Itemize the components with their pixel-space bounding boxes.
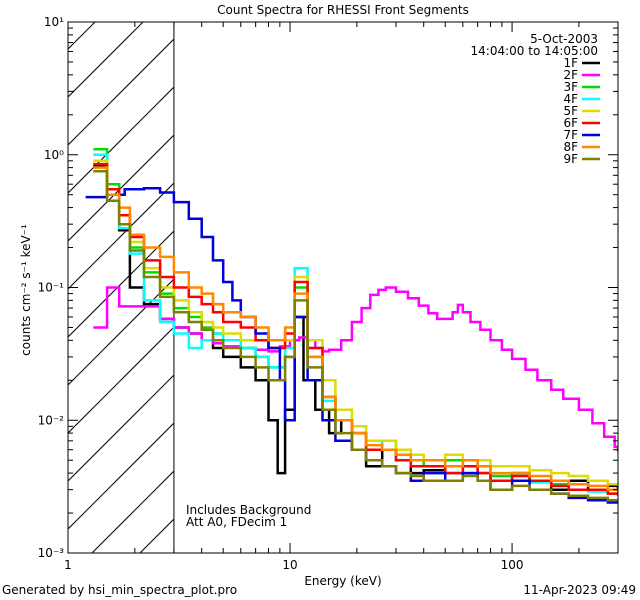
series-line-6F bbox=[93, 162, 618, 496]
series-line-9F bbox=[93, 170, 618, 502]
legend-label-8F: 8F bbox=[563, 140, 578, 154]
hatch-line bbox=[68, 422, 174, 530]
y-tick-label: 10⁻¹ bbox=[38, 281, 65, 295]
hatch-line bbox=[620, 0, 640, 553]
generated-by-footer: Generated by hsi_min_spectra_plot.pro bbox=[2, 583, 237, 597]
hatch-line bbox=[332, 0, 640, 553]
time-range-annotation: 14:04:00 to 14:05:00 bbox=[471, 44, 598, 58]
timestamp-footer: 11-Apr-2023 09:49 bbox=[523, 583, 636, 597]
hatch-line bbox=[476, 0, 640, 553]
hatch-line bbox=[572, 0, 640, 553]
hatch-lines bbox=[0, 0, 640, 553]
date-annotation: 5-Oct-2003 bbox=[530, 32, 598, 46]
hatch-line bbox=[68, 22, 144, 98]
plot-frame bbox=[67, 21, 619, 554]
y-tick-label: 10⁻² bbox=[38, 413, 65, 427]
legend-label-9F: 9F bbox=[563, 152, 578, 166]
legend-label-6F: 6F bbox=[563, 116, 578, 130]
hatch-line bbox=[68, 230, 174, 338]
chart-title: Count Spectra for RHESSI Front Segments bbox=[217, 3, 469, 17]
x-tick-label: 1 bbox=[64, 558, 72, 572]
series-lines bbox=[85, 148, 618, 504]
axis-tick-labels: 1 10 100 10⁻³ 10⁻² 10⁻¹ 10⁰ 10¹ bbox=[38, 15, 524, 572]
y-tick-label: 10⁻³ bbox=[38, 546, 65, 560]
legend-label-5F: 5F bbox=[563, 104, 578, 118]
y-tick-label: 10⁰ bbox=[44, 148, 64, 162]
hatch-line bbox=[0, 0, 116, 553]
x-tick-label: 100 bbox=[501, 558, 524, 572]
hatch-line bbox=[68, 38, 174, 146]
hatch-line bbox=[68, 182, 174, 290]
axis-ticks bbox=[67, 21, 619, 554]
y-tick-label: 10¹ bbox=[44, 15, 64, 29]
hatch-line bbox=[380, 0, 640, 553]
legend-label-3F: 3F bbox=[563, 80, 578, 94]
series-line-7F bbox=[85, 186, 618, 504]
legend-label-7F: 7F bbox=[563, 128, 578, 142]
hatch-line bbox=[68, 374, 174, 482]
series-line-2F bbox=[93, 286, 618, 452]
hatch-line bbox=[0, 0, 68, 553]
y-axis-label: counts cm⁻² s⁻¹ keV⁻¹ bbox=[19, 224, 33, 356]
attenuator-note: Att A0, FDecim 1 bbox=[186, 515, 287, 529]
x-tick-label: 10 bbox=[282, 558, 297, 572]
legend-label-1F: 1F bbox=[563, 56, 578, 70]
background-note: Includes Background bbox=[186, 503, 311, 517]
legend-label-2F: 2F bbox=[563, 68, 578, 82]
series-line-4F bbox=[93, 153, 618, 494]
series-line-1F bbox=[93, 164, 618, 491]
x-axis-label: Energy (keV) bbox=[304, 574, 381, 588]
legend-label-4F: 4F bbox=[563, 92, 578, 106]
series-line-5F bbox=[93, 159, 618, 486]
